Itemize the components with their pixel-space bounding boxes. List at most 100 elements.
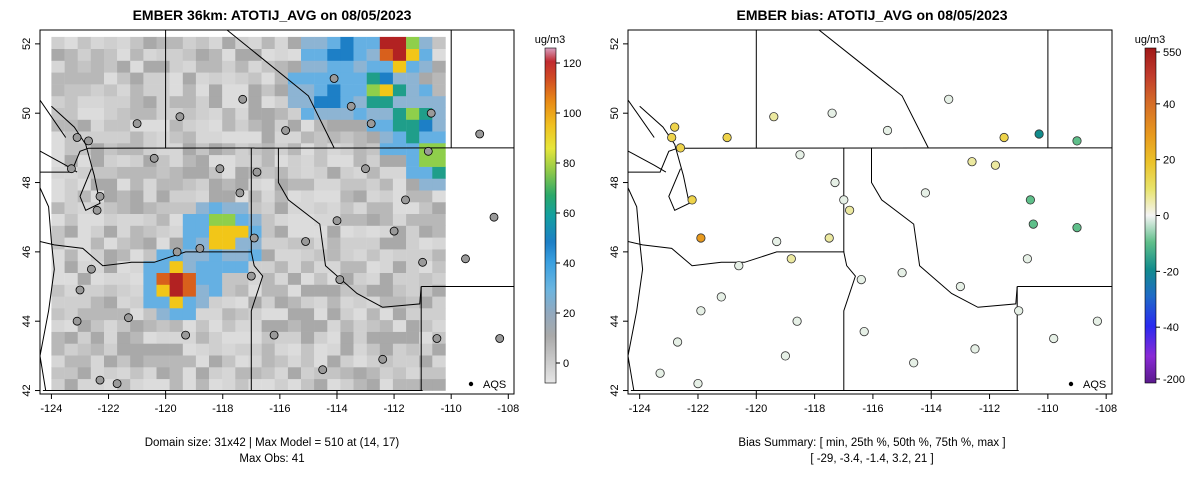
grid-cell — [156, 36, 170, 49]
grid-cell — [64, 48, 78, 61]
grid-cell — [287, 367, 302, 380]
grid-cell — [169, 178, 183, 191]
grid-cell — [117, 95, 131, 108]
grid-cell — [104, 319, 118, 332]
grid-cell — [209, 319, 223, 332]
grid-cell — [327, 355, 341, 368]
grid-cell — [366, 343, 381, 356]
grid-cell — [104, 190, 118, 203]
grid-cell — [419, 367, 433, 380]
grid-cell — [77, 84, 92, 97]
grid-cell — [353, 260, 367, 273]
grid-cell — [143, 131, 157, 144]
grid-cell — [143, 36, 157, 49]
grid-cell — [274, 237, 289, 250]
grid-cell — [235, 367, 249, 380]
grid-cell — [366, 225, 381, 238]
grid-cell — [406, 319, 420, 332]
grid-cell — [104, 60, 118, 73]
grid-cell — [261, 284, 275, 297]
grid-cell — [366, 95, 381, 108]
grid-cell — [77, 60, 92, 73]
grid-cell — [209, 48, 223, 61]
grid-cell — [432, 213, 446, 226]
grid-cell — [314, 284, 328, 297]
grid-cell — [261, 72, 275, 85]
grid-cell — [287, 260, 302, 273]
grid-cell — [104, 143, 118, 156]
grid-cell — [77, 166, 92, 179]
grid-cell — [169, 143, 183, 156]
grid-cell — [195, 331, 210, 344]
grid-cell — [169, 331, 183, 344]
grid-cell — [406, 237, 420, 250]
bias-point — [955, 281, 966, 292]
bias-point — [655, 368, 665, 378]
grid-cell — [235, 84, 249, 97]
grid-cell — [392, 36, 407, 49]
right-map-panel: EMBER bias: ATOTIJ_AVG on 08/05/2023 -12… — [609, 7, 1117, 465]
grid-cell — [77, 72, 92, 85]
grid-cell — [340, 225, 354, 238]
left-plot-frame — [39, 29, 515, 395]
grid-cell — [419, 296, 433, 309]
grid-cell — [261, 154, 275, 167]
grid-cell — [314, 48, 328, 61]
grid-cell — [51, 60, 65, 73]
grid-cell — [235, 331, 249, 344]
grid-cell — [419, 154, 433, 167]
grid-cell — [222, 331, 236, 344]
grid-cell — [287, 131, 302, 144]
grid-cell — [353, 48, 367, 61]
bias-point — [882, 125, 893, 136]
grid-cell — [235, 166, 249, 179]
grid-cell — [156, 272, 170, 285]
grid-cell — [261, 355, 275, 368]
grid-cell — [90, 154, 105, 167]
grid-cell — [51, 48, 65, 61]
grid-cell — [287, 36, 302, 49]
bias-point — [1028, 219, 1038, 229]
grid-cell — [130, 237, 144, 250]
grid-cell — [287, 166, 302, 179]
grid-cell — [104, 131, 118, 144]
grid-cell — [406, 95, 420, 108]
grid-cell — [287, 272, 302, 285]
grid-cell — [222, 296, 236, 309]
grid-cell — [379, 249, 394, 262]
grid-cell — [156, 331, 170, 344]
grid-cell — [392, 48, 407, 61]
grid-cell — [301, 260, 315, 273]
grid-cell — [406, 260, 420, 273]
x-tick-label: -110 — [1037, 403, 1058, 415]
grid-cell — [117, 178, 131, 191]
station-marker — [67, 164, 76, 174]
grid-cell — [130, 343, 144, 356]
grid-cell — [340, 355, 354, 368]
grid-cell — [182, 319, 197, 332]
grid-cell — [314, 95, 328, 108]
grid-cell — [104, 284, 118, 297]
grid-cell — [169, 60, 183, 73]
grid-cell — [392, 355, 407, 368]
grid-cell — [156, 178, 170, 191]
grid-cell — [261, 260, 275, 273]
grid-cell — [314, 60, 328, 73]
grid-cell — [379, 272, 394, 285]
grid-cell — [156, 154, 170, 167]
grid-cell — [90, 60, 105, 73]
grid-cell — [353, 237, 367, 250]
grid-cell — [248, 355, 262, 368]
x-tick-label: -114 — [921, 403, 942, 415]
grid-cell — [209, 213, 223, 226]
grid-cell — [261, 272, 275, 285]
grid-cell — [432, 131, 446, 144]
grid-cell — [314, 131, 328, 144]
grid-cell — [379, 95, 394, 108]
grid-cell — [379, 107, 394, 120]
grid-cell — [169, 119, 183, 132]
grid-cell — [156, 72, 170, 85]
x-tick-label: -124 — [629, 403, 651, 415]
grid-cell — [130, 36, 144, 49]
grid-cell — [261, 201, 275, 214]
